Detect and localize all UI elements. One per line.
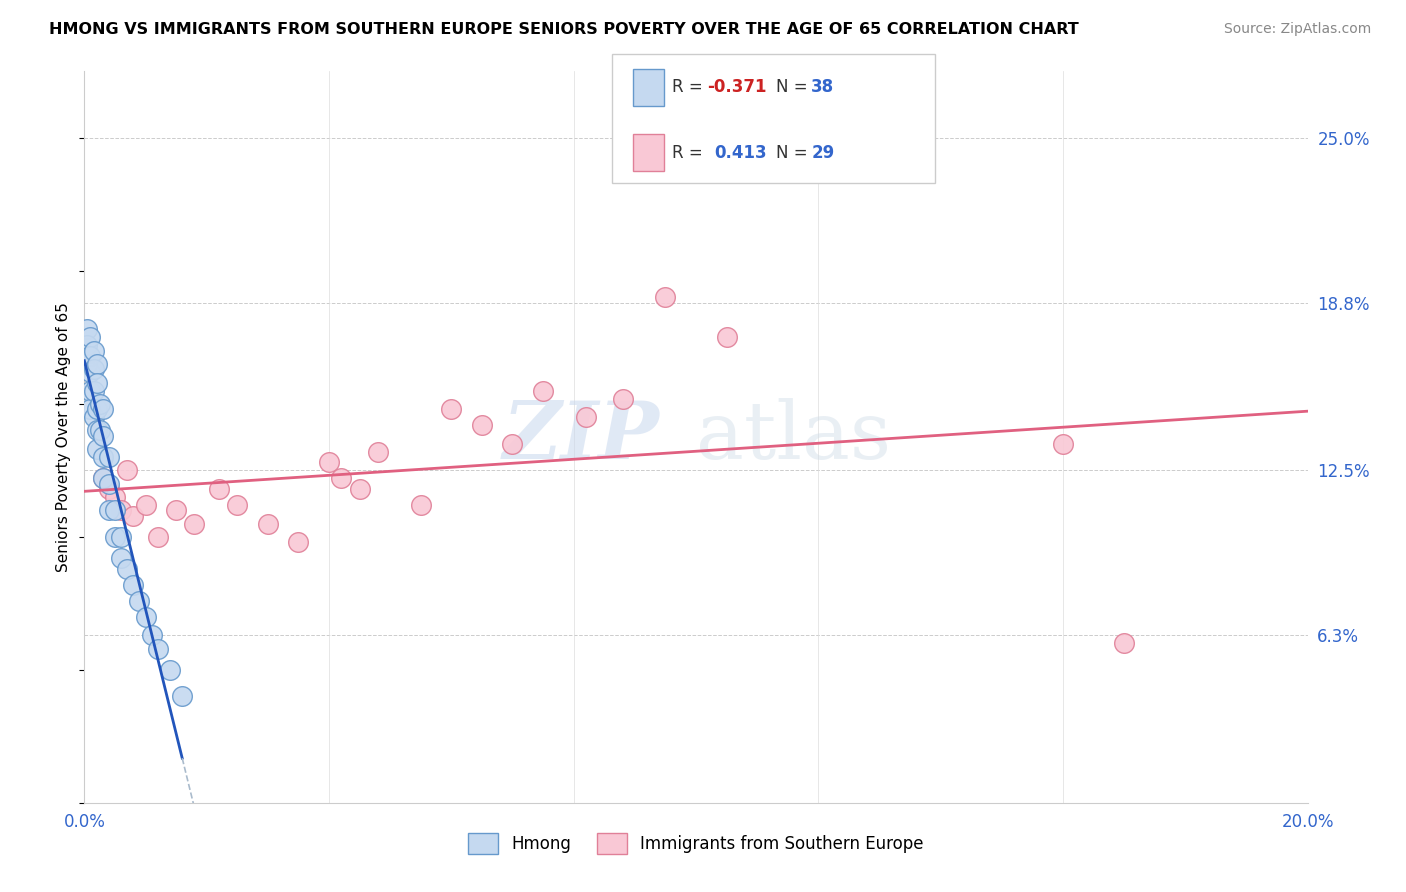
Text: -0.371: -0.371 <box>707 78 766 96</box>
Text: ZIP: ZIP <box>502 399 659 475</box>
Point <box>128 593 150 607</box>
Point <box>502 436 524 450</box>
Y-axis label: Seniors Poverty Over the Age of 65: Seniors Poverty Over the Age of 65 <box>56 302 72 572</box>
Point <box>349 482 371 496</box>
Text: R =: R = <box>672 144 713 161</box>
Point <box>122 508 145 523</box>
Point <box>89 397 111 411</box>
Point <box>183 516 205 531</box>
Point <box>612 392 634 406</box>
Point <box>76 357 98 371</box>
Point <box>257 516 280 531</box>
Point <box>86 424 108 438</box>
Point <box>409 498 432 512</box>
Text: 38: 38 <box>811 78 834 96</box>
Point <box>86 402 108 417</box>
Point <box>1114 636 1136 650</box>
Point <box>135 609 157 624</box>
Point <box>135 498 157 512</box>
Point <box>141 628 163 642</box>
Text: atlas: atlas <box>696 398 891 476</box>
Point <box>110 503 132 517</box>
Text: N =: N = <box>776 78 813 96</box>
Point <box>91 429 114 443</box>
Point <box>89 424 111 438</box>
Point <box>165 503 187 517</box>
Point <box>79 365 101 379</box>
Point <box>531 384 554 398</box>
Point <box>91 471 114 485</box>
Point <box>86 357 108 371</box>
Point <box>91 450 114 464</box>
Text: 29: 29 <box>811 144 835 161</box>
Point <box>83 343 105 358</box>
Point <box>79 402 101 417</box>
Point <box>159 663 181 677</box>
Point <box>104 503 127 517</box>
Point <box>76 322 98 336</box>
Legend: Hmong, Immigrants from Southern Europe: Hmong, Immigrants from Southern Europe <box>461 827 931 860</box>
Text: R =: R = <box>672 78 709 96</box>
Point <box>654 290 676 304</box>
Point <box>1052 436 1074 450</box>
Point <box>716 330 738 344</box>
Point <box>79 384 101 398</box>
Point <box>115 463 138 477</box>
Point <box>146 530 169 544</box>
Point <box>79 330 101 344</box>
Point <box>110 530 132 544</box>
Point <box>83 410 105 425</box>
Point <box>83 384 105 398</box>
Point <box>104 490 127 504</box>
Point <box>83 362 105 376</box>
Point <box>226 498 249 512</box>
Point <box>76 338 98 352</box>
Point <box>146 641 169 656</box>
Point <box>471 418 494 433</box>
Point <box>97 450 120 464</box>
Point <box>86 376 108 390</box>
Text: Source: ZipAtlas.com: Source: ZipAtlas.com <box>1223 22 1371 37</box>
Point <box>287 535 309 549</box>
Point <box>86 442 108 456</box>
Text: 0.413: 0.413 <box>714 144 766 161</box>
Point <box>330 471 353 485</box>
Point <box>367 444 389 458</box>
Point <box>97 503 120 517</box>
Point <box>110 551 132 566</box>
Point <box>575 410 598 425</box>
Point <box>122 577 145 591</box>
Point <box>97 476 120 491</box>
Point <box>172 690 194 704</box>
Text: HMONG VS IMMIGRANTS FROM SOUTHERN EUROPE SENIORS POVERTY OVER THE AGE OF 65 CORR: HMONG VS IMMIGRANTS FROM SOUTHERN EUROPE… <box>49 22 1078 37</box>
Text: N =: N = <box>776 144 813 161</box>
Point <box>91 471 114 485</box>
Point <box>79 349 101 363</box>
Point <box>440 402 463 417</box>
Point <box>318 455 340 469</box>
Point <box>91 402 114 417</box>
Point <box>104 530 127 544</box>
Point <box>97 482 120 496</box>
Point <box>115 562 138 576</box>
Point <box>208 482 231 496</box>
